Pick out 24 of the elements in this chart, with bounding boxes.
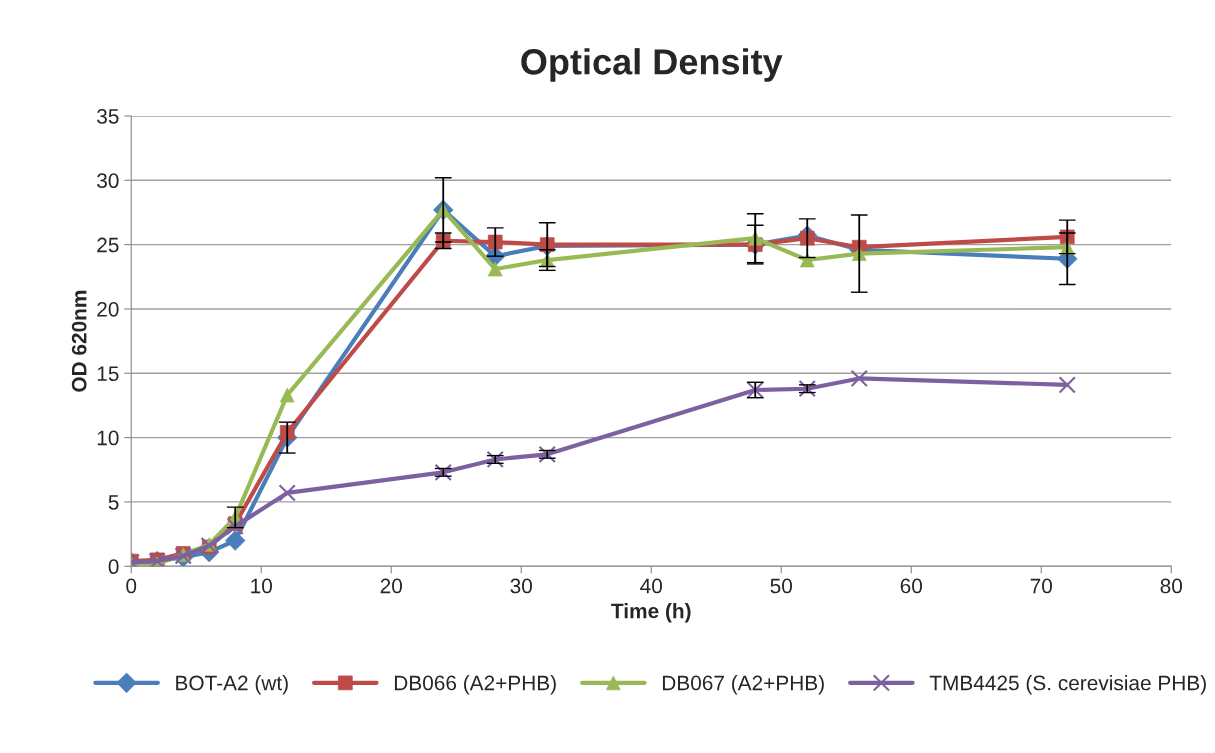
legend-label: BOT-A2 (wt) (176, 675, 288, 695)
y-tick-label: 15 (97, 366, 119, 382)
x-tick-label: 40 (640, 578, 663, 594)
x-tick-label: 0 (126, 578, 137, 594)
y-tick-label: 20 (97, 301, 119, 317)
legend-label: DB067 (A2+PHB) (662, 675, 824, 695)
x-axis-title: Time (h) (611, 603, 691, 623)
x-tick-label: 70 (1030, 578, 1053, 594)
legend-label: TMB4425 (S. cerevisiae PHB) (929, 675, 1206, 695)
y-tick-label: 5 (108, 495, 119, 510)
y-tick-label: 0 (108, 559, 119, 575)
x-tick-label: 20 (380, 578, 402, 594)
x-tick-label: 10 (251, 578, 272, 594)
legend-label: DB066 (A2+PHB) (394, 675, 556, 695)
x-tick-label: 30 (510, 578, 533, 594)
y-tick-label: 35 (97, 108, 119, 124)
y-tick-label: 30 (97, 173, 119, 189)
x-tick-label: 80 (1160, 578, 1183, 594)
chart-title: Optical Density (521, 48, 783, 82)
x-tick-label: 50 (770, 578, 793, 594)
y-tick-label: 25 (97, 237, 119, 253)
y-axis-title: OD 620nm (71, 290, 87, 392)
x-tick-label: 60 (900, 578, 923, 594)
y-tick-label: 10 (97, 430, 119, 446)
